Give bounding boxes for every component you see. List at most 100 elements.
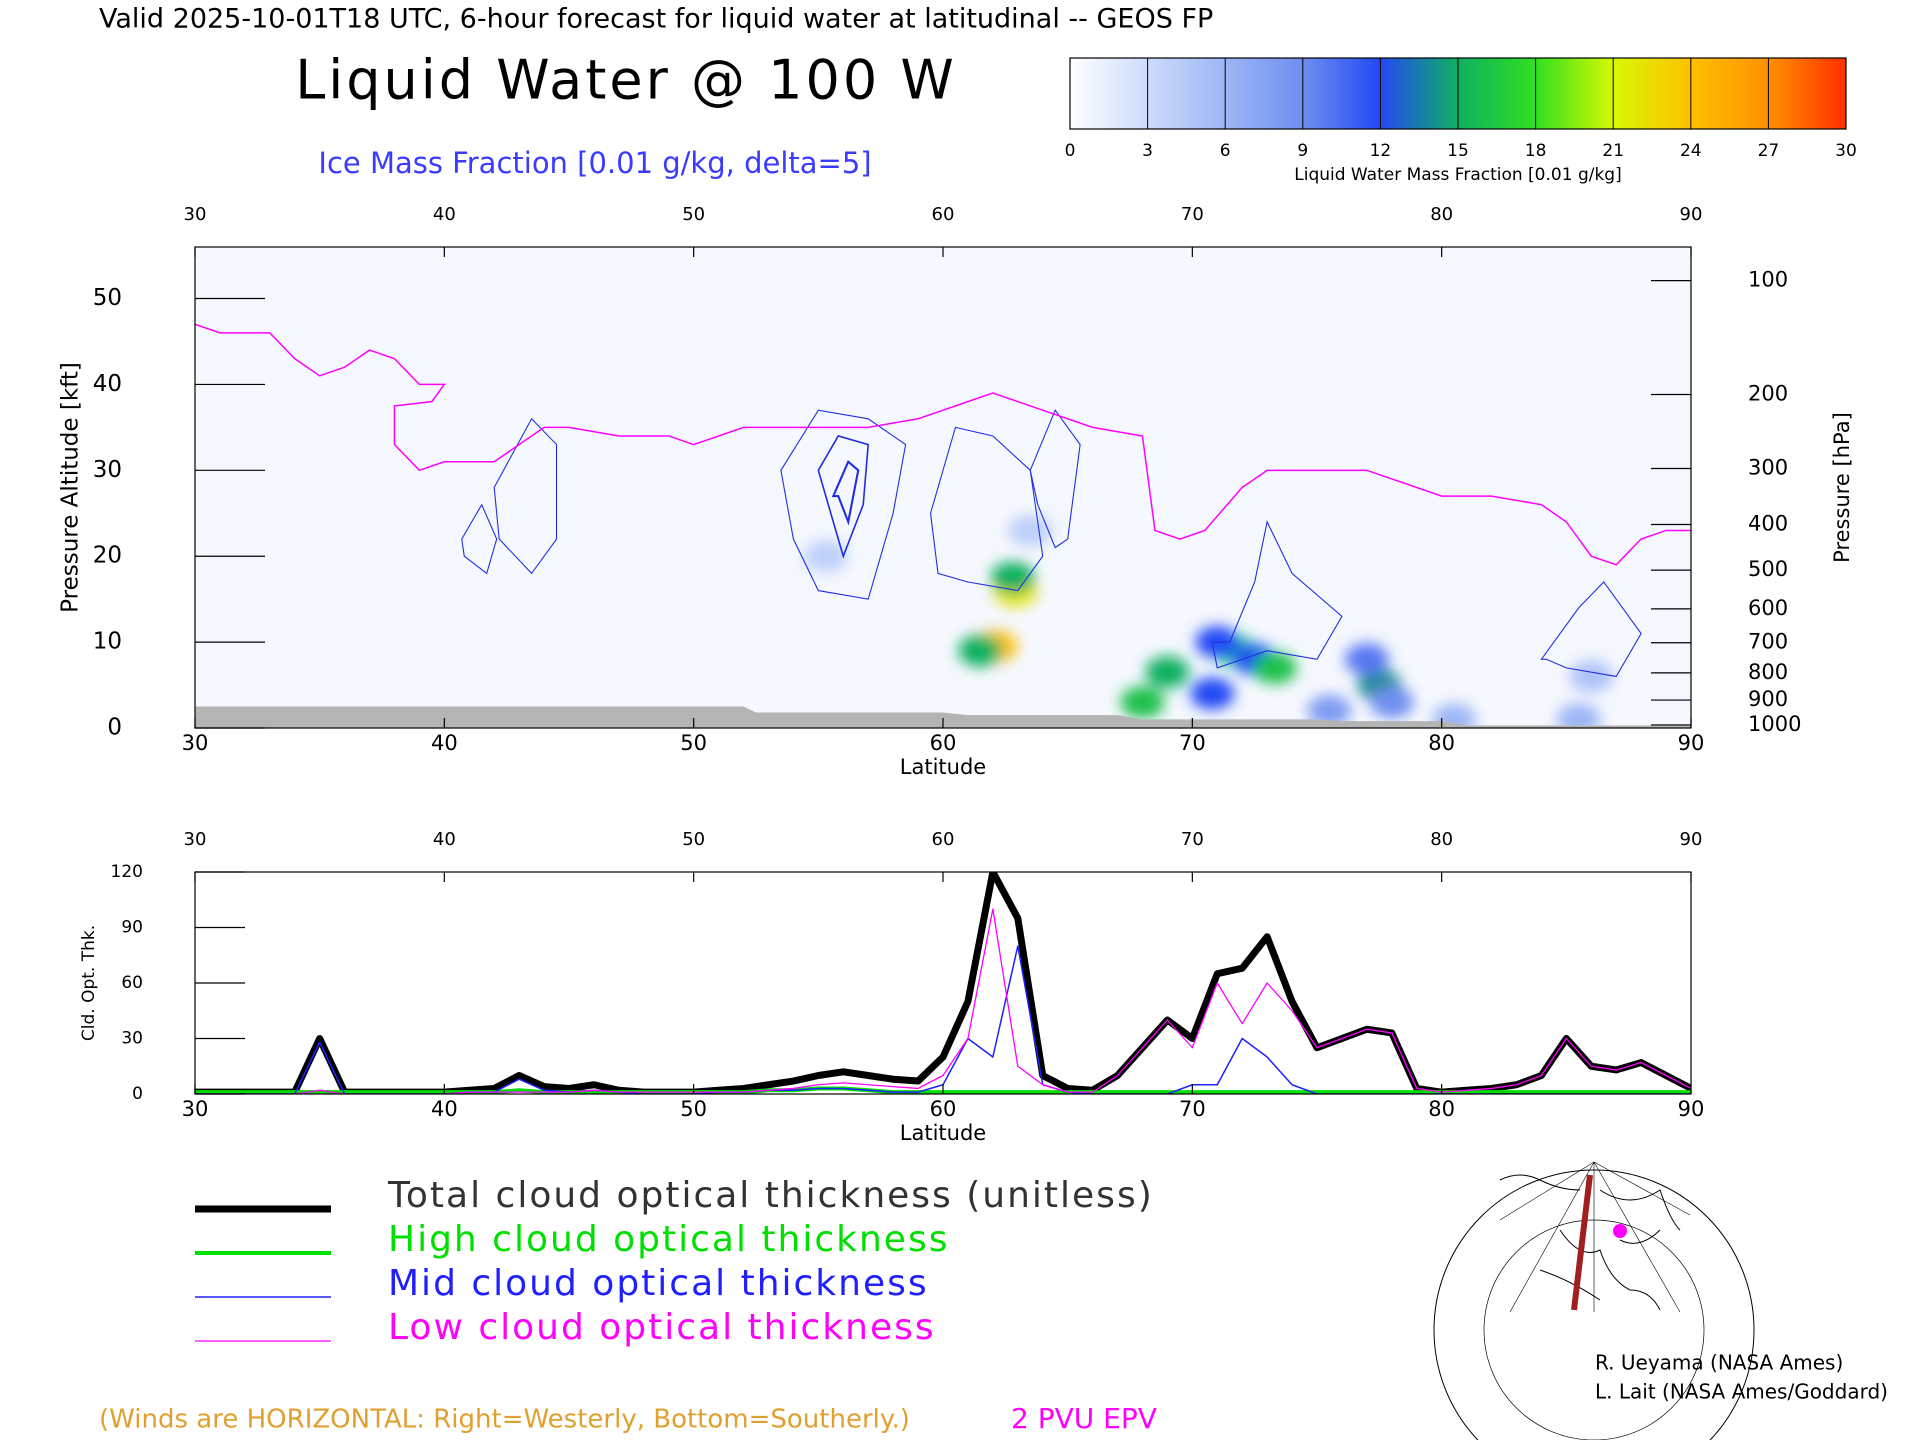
ice-contour bbox=[1211, 520, 1343, 669]
x-tick-label-top: 50 bbox=[682, 204, 705, 225]
y-tick-label: 60 bbox=[121, 973, 143, 993]
x-tick-label-top: 50 bbox=[682, 829, 705, 850]
subtitle: Ice Mass Fraction [0.01 g/kg, delta=5] bbox=[318, 146, 871, 180]
plot-area bbox=[195, 872, 1691, 1094]
y2-tick-label: 300 bbox=[1748, 455, 1788, 479]
y-tick-label: 0 bbox=[132, 1084, 143, 1104]
ice-contour bbox=[493, 417, 558, 575]
legend-label: Total cloud optical thickness (unitless) bbox=[387, 1175, 1154, 1216]
liquid-water-cell bbox=[1344, 643, 1389, 676]
credit: L. Lait (NASA Ames/Goddard) bbox=[1595, 1380, 1888, 1404]
liquid-water-cell bbox=[1252, 651, 1297, 684]
series-line bbox=[195, 945, 1691, 1094]
colorbar-tick-label: 3 bbox=[1142, 141, 1153, 161]
y-tick-label: 30 bbox=[93, 457, 122, 483]
y-tick-label: 50 bbox=[93, 285, 122, 311]
ice-contour bbox=[1029, 409, 1081, 549]
y2-tick-label: 500 bbox=[1748, 557, 1788, 581]
x-tick-label-top: 80 bbox=[1430, 204, 1453, 225]
liquid-water-cell bbox=[1556, 703, 1601, 728]
colorbar-label: Liquid Water Mass Fraction [0.01 g/kg] bbox=[1294, 165, 1621, 185]
locator-map bbox=[1433, 1161, 1755, 1440]
liquid-water-cell bbox=[990, 561, 1035, 594]
x-tick-label-top: 30 bbox=[184, 204, 207, 225]
x-tick-label: 50 bbox=[680, 731, 707, 755]
y2-tick-label: 200 bbox=[1748, 382, 1788, 406]
ice-contour bbox=[817, 435, 870, 559]
ice-contour bbox=[929, 426, 1044, 592]
colorbar-tick-label: 24 bbox=[1680, 141, 1702, 161]
y2-tick-label: 400 bbox=[1748, 512, 1788, 536]
x-tick-label-top: 40 bbox=[433, 829, 456, 850]
y2-tick-label: 800 bbox=[1748, 660, 1788, 684]
credit: R. Ueyama (NASA Ames) bbox=[1595, 1351, 1843, 1375]
y2-tick-label: 1000 bbox=[1748, 712, 1801, 736]
epv-label: 2 PVU EPV bbox=[1011, 1402, 1157, 1435]
plot-area bbox=[195, 323, 1691, 728]
liquid-water-cell bbox=[958, 634, 1003, 667]
liquid-water-cell bbox=[1190, 677, 1235, 710]
x-tick-label: 30 bbox=[182, 731, 209, 755]
y-tick-label: 30 bbox=[121, 1029, 143, 1049]
y2-tick-label: 100 bbox=[1748, 268, 1788, 292]
colorbar-tick-label: 15 bbox=[1447, 141, 1469, 161]
x-tick-label-top: 90 bbox=[1680, 204, 1703, 225]
x-tick-label: 90 bbox=[1678, 731, 1705, 755]
legend-label: Low cloud optical thickness bbox=[388, 1307, 936, 1348]
suptitle: Valid 2025-10-01T18 UTC, 6-hour forecast… bbox=[99, 4, 1213, 35]
ice-contour bbox=[1540, 581, 1642, 678]
chart-title: Liquid Water @ 100 W bbox=[295, 49, 957, 112]
liquid-water-field bbox=[803, 514, 1614, 728]
y-tick-label: 10 bbox=[93, 629, 122, 655]
x-tick-label-top: 60 bbox=[932, 829, 955, 850]
y-axis-label: Pressure Altitude [kft] bbox=[58, 362, 84, 613]
ice-contour bbox=[780, 409, 907, 600]
x-tick-label: 60 bbox=[930, 1097, 957, 1121]
y-tick-label: 0 bbox=[107, 715, 122, 741]
x-tick-label: 80 bbox=[1428, 1097, 1455, 1121]
colorbar-tick-label: 9 bbox=[1297, 141, 1308, 161]
x-tick-label: 30 bbox=[182, 1097, 209, 1121]
winds-note: (Winds are HORIZONTAL: Right=Westerly, B… bbox=[99, 1405, 910, 1435]
x-tick-label: 70 bbox=[1179, 1097, 1206, 1121]
x-tick-label: 90 bbox=[1678, 1097, 1705, 1121]
x-tick-label-top: 80 bbox=[1430, 829, 1453, 850]
x-tick-label-top: 70 bbox=[1181, 829, 1204, 850]
y-tick-label: 40 bbox=[93, 371, 122, 397]
x-tick-label: 60 bbox=[930, 731, 957, 755]
colorbar-tick-label: 27 bbox=[1758, 141, 1780, 161]
colorbar-tick-label: 30 bbox=[1835, 141, 1857, 161]
x-tick-label: 50 bbox=[680, 1097, 707, 1121]
series-line bbox=[195, 908, 1691, 1094]
y-tick-label: 90 bbox=[121, 918, 143, 938]
colorbar-tick-label: 0 bbox=[1065, 141, 1076, 161]
colorbar-tick-label: 6 bbox=[1220, 141, 1231, 161]
series-line bbox=[195, 872, 1691, 1094]
x-tick-label: 40 bbox=[431, 1097, 458, 1121]
y-tick-label: 20 bbox=[93, 543, 122, 569]
terrain bbox=[195, 706, 1691, 728]
x-tick-label-top: 30 bbox=[184, 829, 207, 850]
x-tick-label-top: 90 bbox=[1680, 829, 1703, 850]
liquid-water-cell bbox=[1120, 686, 1165, 719]
epv-line bbox=[195, 323, 1691, 566]
legend-label: Mid cloud optical thickness bbox=[388, 1263, 929, 1304]
x-tick-label: 70 bbox=[1179, 731, 1206, 755]
ice-contour bbox=[831, 460, 860, 526]
x-tick-label-top: 60 bbox=[932, 204, 955, 225]
y2-tick-label: 700 bbox=[1748, 630, 1788, 654]
x-axis-label: Latitude bbox=[900, 755, 986, 779]
y-tick-label: 120 bbox=[111, 862, 143, 882]
y2-axis-label: Pressure [hPa] bbox=[1830, 412, 1854, 563]
liquid-water-cell bbox=[803, 540, 848, 573]
colorbar-tick-label: 21 bbox=[1602, 141, 1624, 161]
liquid-water-cell bbox=[1369, 686, 1414, 719]
x-tick-label: 80 bbox=[1428, 731, 1455, 755]
x-axis-label: Latitude bbox=[900, 1121, 986, 1145]
legend-label: High cloud optical thickness bbox=[388, 1219, 949, 1260]
liquid-water-cell bbox=[1145, 656, 1190, 689]
liquid-water-cell bbox=[1008, 514, 1053, 547]
plot-background bbox=[195, 247, 1691, 728]
colorbar-tick-label: 18 bbox=[1525, 141, 1547, 161]
